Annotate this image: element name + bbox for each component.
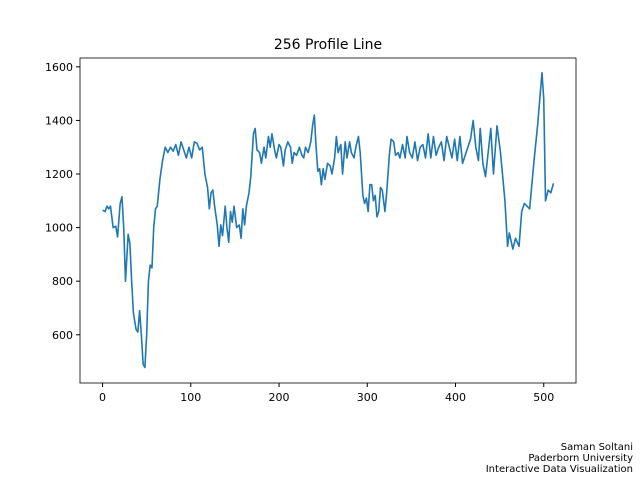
x-tick-label: 0: [99, 391, 106, 404]
y-tick-label: 1400: [45, 114, 73, 127]
y-tick-label: 600: [52, 329, 73, 342]
y-tick-label: 1000: [45, 222, 73, 235]
x-tick-label: 100: [180, 391, 201, 404]
footer-line: Interactive Data Visualization: [486, 464, 633, 475]
x-tick-label: 500: [533, 391, 554, 404]
y-tick-label: 1600: [45, 61, 73, 74]
footer-line: Paderborn University: [528, 453, 633, 464]
footer-line: Saman Soltani: [561, 442, 633, 453]
y-tick-label: 800: [52, 275, 73, 288]
x-tick-label: 300: [357, 391, 378, 404]
plot-frame: [79, 57, 577, 384]
y-tick-label: 1200: [45, 168, 73, 181]
chart-title: 256 Profile Line: [274, 37, 382, 53]
x-tick-label: 200: [269, 391, 290, 404]
x-tick-label: 400: [445, 391, 466, 404]
profile-line: [102, 71, 555, 369]
